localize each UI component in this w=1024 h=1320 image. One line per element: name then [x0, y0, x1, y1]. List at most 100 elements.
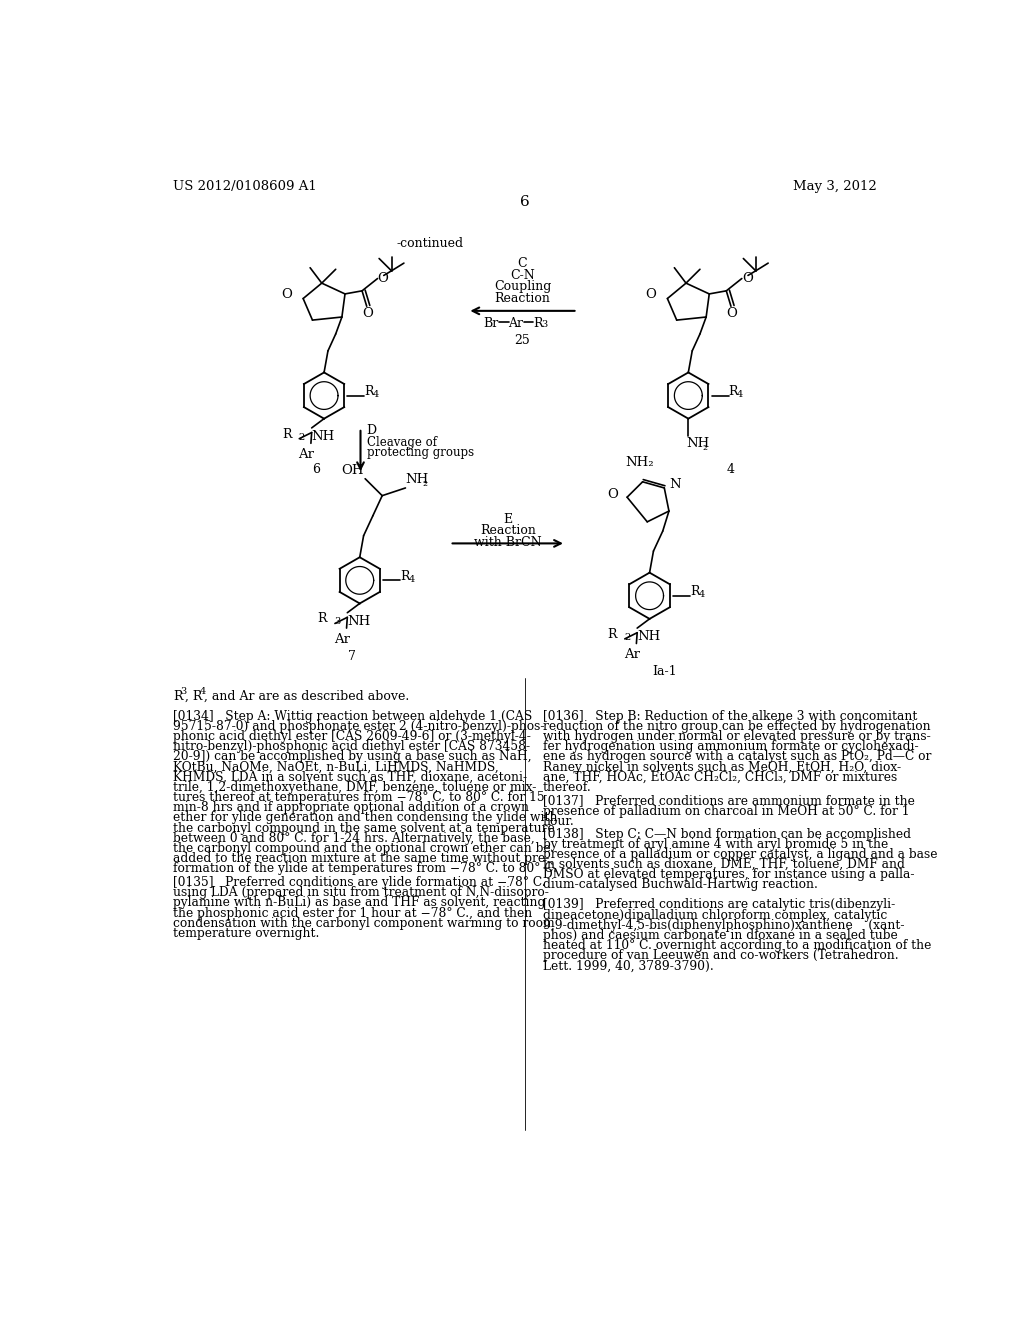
Text: ene as hydrogen source with a catalyst such as PtO₂, Pd—C or: ene as hydrogen source with a catalyst s… [543, 750, 931, 763]
Text: 4: 4 [727, 463, 735, 477]
Text: R: R [690, 585, 699, 598]
Text: presence of palladium on charcoal in MeOH at 50° C. for 1: presence of palladium on charcoal in MeO… [543, 805, 909, 817]
Text: N: N [669, 478, 681, 491]
Text: tures thereof at temperatures from −78° C. to 80° C. for 15: tures thereof at temperatures from −78° … [173, 791, 545, 804]
Text: condensation with the carbonyl component warming to room: condensation with the carbonyl component… [173, 916, 555, 929]
Text: Raney nickel in solvents such as MeOH, EtOH, H₂O, diox-: Raney nickel in solvents such as MeOH, E… [543, 760, 901, 774]
Text: fer hydrogenation using ammonium formate or cyclohexadi-: fer hydrogenation using ammonium formate… [543, 741, 919, 754]
Text: NH: NH [687, 437, 710, 450]
Text: the carbonyl compound and the optional crown ether can be: the carbonyl compound and the optional c… [173, 842, 551, 855]
Text: OH: OH [341, 465, 364, 478]
Text: NH: NH [311, 430, 335, 444]
Text: 6: 6 [312, 463, 321, 477]
Text: by treatment of aryl amine 4 with aryl bromide 5 in the: by treatment of aryl amine 4 with aryl b… [543, 838, 888, 850]
Text: [0138]   Step C: C—N bond formation can be accomplished: [0138] Step C: C—N bond formation can be… [543, 828, 910, 841]
Text: 4: 4 [737, 391, 743, 399]
Text: R: R [173, 689, 182, 702]
Text: 3: 3 [541, 321, 547, 329]
Text: 4: 4 [200, 686, 206, 696]
Text: May 3, 2012: May 3, 2012 [793, 180, 877, 193]
Text: Reaction: Reaction [480, 524, 536, 537]
Text: ₂: ₂ [423, 477, 427, 490]
Text: US 2012/0108609 A1: US 2012/0108609 A1 [173, 180, 316, 193]
Text: 2: 2 [624, 632, 630, 642]
Text: 20-9]) can be accomplished by using a base such as NaH,: 20-9]) can be accomplished by using a ba… [173, 750, 531, 763]
Text: phos) and caesium carbonate in dioxane in a sealed tube: phos) and caesium carbonate in dioxane i… [543, 929, 897, 942]
Text: O: O [362, 308, 373, 319]
Text: [0137]   Preferred conditions are ammonium formate in the: [0137] Preferred conditions are ammonium… [543, 795, 914, 808]
Text: protecting groups: protecting groups [367, 446, 474, 459]
Text: Ar: Ar [298, 447, 314, 461]
Text: min-8 hrs and if appropriate optional addition of a crown: min-8 hrs and if appropriate optional ad… [173, 801, 529, 814]
Text: Cleavage of: Cleavage of [367, 436, 436, 449]
Text: R: R [317, 612, 328, 626]
Text: R: R [400, 570, 410, 583]
Text: R: R [607, 628, 617, 640]
Text: with hydrogen under normal or elevated pressure or by trans-: with hydrogen under normal or elevated p… [543, 730, 931, 743]
Text: ether for ylide generation and then condensing the ylide with: ether for ylide generation and then cond… [173, 812, 557, 825]
Text: ₂: ₂ [702, 441, 708, 453]
Text: R: R [729, 385, 738, 399]
Text: temperature overnight.: temperature overnight. [173, 927, 319, 940]
Text: E: E [503, 512, 512, 525]
Text: DMSO at elevated temperatures, for instance using a palla-: DMSO at elevated temperatures, for insta… [543, 869, 914, 882]
Text: NH: NH [347, 615, 371, 628]
Text: using LDA (prepared in situ from treatment of N,N-diisopro-: using LDA (prepared in situ from treatme… [173, 886, 549, 899]
Text: heated at 110° C. overnight according to a modification of the: heated at 110° C. overnight according to… [543, 939, 931, 952]
Text: 3: 3 [334, 618, 340, 627]
Text: O: O [726, 308, 737, 319]
Text: NH: NH [406, 474, 429, 487]
Text: ane, THF, HOAc, EtOAc CH₂Cl₂, CHCl₃, DMF or mixtures: ane, THF, HOAc, EtOAc CH₂Cl₂, CHCl₃, DMF… [543, 771, 897, 784]
Text: [0134]   Step A: Wittig reaction between aldehyde 1 (CAS: [0134] Step A: Wittig reaction between a… [173, 710, 532, 723]
Text: R: R [282, 428, 292, 441]
Text: phonic acid diethyl ester [CAS 2609-49-6] or (3-methyl-4-: phonic acid diethyl ester [CAS 2609-49-6… [173, 730, 530, 743]
Text: procedure of van Leeuwen and co-workers (Tetrahedron.: procedure of van Leeuwen and co-workers … [543, 949, 898, 962]
Text: 3: 3 [180, 686, 186, 696]
Text: Lett. 1999, 40, 3789-3790).: Lett. 1999, 40, 3789-3790). [543, 960, 714, 973]
Text: [0136]   Step B: Reduction of the alkene 3 with concomitant: [0136] Step B: Reduction of the alkene 3… [543, 710, 918, 723]
Text: in solvents such as dioxane, DME, THF, toluene, DMF and: in solvents such as dioxane, DME, THF, t… [543, 858, 904, 871]
Text: the phosphonic acid ester for 1 hour at −78° C., and then: the phosphonic acid ester for 1 hour at … [173, 907, 532, 920]
Text: Reaction: Reaction [495, 292, 551, 305]
Text: O: O [378, 272, 388, 285]
Text: 7: 7 [348, 649, 356, 663]
Text: R: R [534, 317, 543, 330]
Text: 4: 4 [698, 590, 705, 599]
Text: nitro-benzyl)-phosphonic acid diethyl ester [CAS 873458-: nitro-benzyl)-phosphonic acid diethyl es… [173, 741, 530, 754]
Text: trile, 1,2-dimethoxyethane, DMF, benzene, toluene or mix-: trile, 1,2-dimethoxyethane, DMF, benzene… [173, 781, 537, 793]
Text: thereof.: thereof. [543, 781, 592, 793]
Text: C-N: C-N [510, 268, 535, 281]
Text: O: O [282, 288, 292, 301]
Text: O: O [607, 487, 617, 500]
Text: C: C [518, 257, 527, 271]
Text: Coupling: Coupling [494, 280, 551, 293]
Text: NH₂: NH₂ [626, 457, 653, 470]
Text: 4: 4 [409, 576, 415, 583]
Text: the carbonyl compound in the same solvent at a temperature: the carbonyl compound in the same solven… [173, 821, 555, 834]
Text: dineacetone)dipalladium chloroform complex, catalytic: dineacetone)dipalladium chloroform compl… [543, 908, 887, 921]
Text: added to the reaction mixture at the same time without pre-: added to the reaction mixture at the sam… [173, 851, 549, 865]
Text: NH: NH [637, 631, 660, 643]
Text: 95715-87-0) and phosphonate ester 2 (4-nitro-benzyl)-phos-: 95715-87-0) and phosphonate ester 2 (4-n… [173, 719, 545, 733]
Text: R: R [365, 385, 374, 399]
Text: [0139]   Preferred conditions are catalytic tris(dibenzyli-: [0139] Preferred conditions are catalyti… [543, 899, 895, 911]
Text: hour.: hour. [543, 814, 574, 828]
Text: -continued: -continued [396, 238, 464, 249]
Text: Br: Br [483, 317, 499, 330]
Text: reduction of the nitro group can be effected by hydrogenation: reduction of the nitro group can be effe… [543, 719, 930, 733]
Text: O: O [741, 272, 753, 285]
Text: [0135]   Preferred conditions are ylide formation at −78° C.: [0135] Preferred conditions are ylide fo… [173, 876, 546, 890]
Text: with BrCN: with BrCN [474, 536, 542, 549]
Text: 25: 25 [515, 334, 530, 347]
Text: Ar: Ar [334, 632, 350, 645]
Text: 4: 4 [373, 391, 379, 399]
Text: 6: 6 [520, 195, 529, 210]
Text: pylamine with n-BuLi) as base and THF as solvent, reacting: pylamine with n-BuLi) as base and THF as… [173, 896, 546, 909]
Text: 9,9-dimethyl-4,5-bis(diphenylphosphino)xanthene    (xant-: 9,9-dimethyl-4,5-bis(diphenylphosphino)x… [543, 919, 904, 932]
Text: O: O [646, 288, 656, 301]
Text: Ar: Ar [624, 648, 640, 661]
Text: Ia-1: Ia-1 [652, 665, 678, 678]
Text: , and Ar are as described above.: , and Ar are as described above. [204, 689, 410, 702]
Text: , R: , R [184, 689, 202, 702]
Text: Ar: Ar [509, 317, 523, 330]
